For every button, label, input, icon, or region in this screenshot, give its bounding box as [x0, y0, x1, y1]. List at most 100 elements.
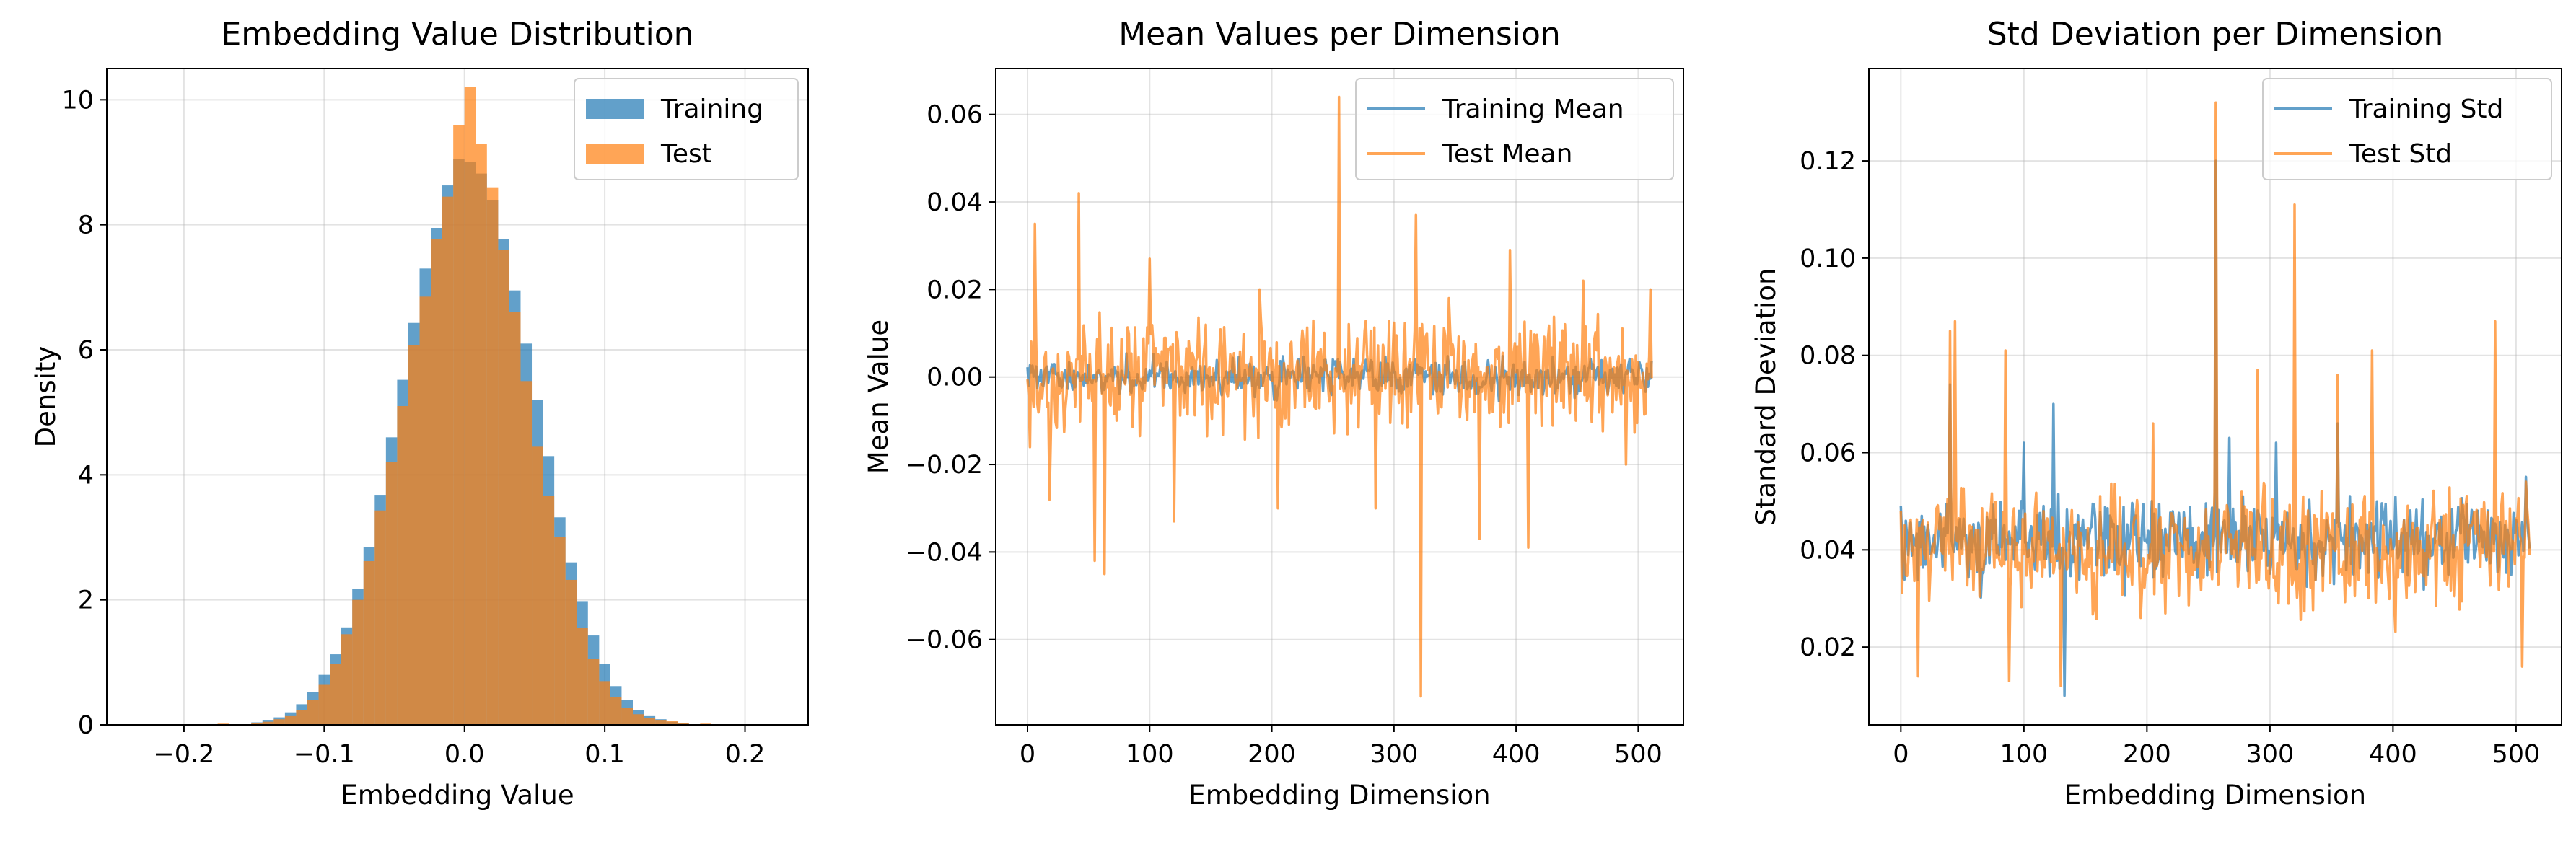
y-axis-label: Standard Deviation: [1751, 268, 1782, 525]
histogram-bar-test: [655, 720, 667, 725]
chart-panel-mean: 0 100 200 300 400 500 −0.06 −0.04 −0.02 0.00 0.02 0…: [863, 16, 1684, 811]
legend-label-training: Training: [660, 94, 763, 124]
histogram-bar-test: [385, 462, 398, 725]
legend-label-training-mean: Training Mean: [1442, 94, 1624, 124]
x-tick-label: 200: [1248, 740, 1296, 769]
legend-swatch-training: [586, 99, 644, 119]
histogram-bar-test: [577, 628, 588, 725]
histogram-bar-test: [587, 659, 600, 725]
y-tick-label: 0.08: [1800, 342, 1856, 371]
y-tick-label: 8: [78, 211, 94, 240]
chart-panel-std: 0 100 200 300 400 500 0.02 0.04 0.06 0.08 0.10 0.12…: [1751, 16, 2562, 811]
histogram-bar-test: [397, 406, 408, 725]
histogram-bar-test: [464, 87, 476, 725]
histogram-bar-test: [330, 664, 341, 725]
x-tick-label: 0.0: [444, 740, 485, 769]
histogram-bar-test: [621, 708, 633, 725]
histogram-bar-test: [599, 681, 610, 725]
y-tick-label: −0.06: [906, 626, 983, 655]
histogram-bar-test: [307, 700, 319, 725]
x-axis-label: Embedding Dimension: [1188, 780, 1490, 811]
legend-swatch-test: [586, 144, 644, 164]
x-tick-label: 400: [2369, 740, 2417, 769]
histogram-bar-test: [251, 723, 263, 725]
x-axis-label: Embedding Value: [341, 780, 574, 811]
legend-box: [2262, 78, 2552, 180]
y-tick-label: 0.04: [1800, 536, 1856, 565]
histogram-bar-test: [486, 187, 499, 726]
histogram-bar-test: [318, 684, 330, 725]
chart-panel-distribution: −0.2 −0.1 0.0 0.1 0.2 0 2 4 6 8 10 Embedding Value…: [30, 16, 809, 811]
x-tick-label: 500: [1614, 740, 1662, 769]
y-tick-label: 0.10: [1800, 245, 1856, 273]
histogram-bar-test: [341, 634, 353, 725]
axes-frame: [106, 68, 809, 726]
chart-title: Std Deviation per Dimension: [1987, 16, 2444, 53]
histogram-bar-test: [284, 715, 297, 725]
y-axis-label: Mean Value: [863, 320, 894, 474]
histogram-bar-test: [419, 296, 431, 725]
histogram-bar-test: [363, 560, 375, 725]
legend-label-training-std: Training Std: [2349, 94, 2503, 124]
histogram-bar-test: [666, 721, 678, 725]
y-tick-label: 0.06: [926, 101, 983, 130]
y-tick-label: 0.02: [1800, 633, 1856, 662]
histogram-bar-test: [273, 719, 285, 725]
x-tick-label: 300: [2246, 740, 2294, 769]
y-tick-label: 0.02: [926, 276, 983, 304]
y-tick-label: 10: [61, 86, 94, 115]
histogram-bar-test: [498, 250, 509, 725]
y-tick-label: 6: [78, 336, 94, 365]
legend-box: [1355, 78, 1674, 180]
y-tick-label: −0.02: [906, 451, 983, 480]
axes-frame: [1868, 68, 2562, 726]
histogram-bar-test: [442, 196, 454, 726]
y-tick-label: 4: [78, 461, 94, 490]
y-tick-label: 2: [78, 586, 94, 615]
histogram-bar-test: [431, 239, 442, 726]
x-tick-label: 0.1: [584, 740, 625, 769]
legend: Training Test: [574, 78, 799, 180]
histogram-bar-test: [296, 710, 307, 725]
histogram-bar-test: [408, 345, 420, 726]
x-tick-label: 100: [1126, 740, 1174, 769]
y-tick-label: 0.06: [1800, 439, 1856, 468]
y-tick-label: −0.04: [906, 538, 983, 567]
y-axis-label: Density: [30, 346, 61, 448]
x-tick-label: 100: [1999, 740, 2048, 769]
histogram-bar-test: [610, 697, 622, 725]
histogram-bar-test: [520, 381, 533, 725]
series-line-test-std: [1899, 101, 2531, 687]
legend-label-test-std: Test Std: [2349, 139, 2452, 169]
x-tick-label: 200: [2123, 740, 2171, 769]
y-tick-label: 0: [78, 711, 94, 740]
legend: Training Mean Test Mean: [1355, 78, 1674, 180]
histogram-bar-test: [554, 537, 566, 725]
histogram-bar-test: [633, 714, 644, 725]
histogram-bar-test: [678, 723, 689, 725]
histogram-bar-test: [509, 312, 521, 725]
x-tick-label: 0: [1893, 740, 1909, 769]
y-tick-label: 0.00: [926, 364, 983, 392]
histogram-bar-test: [543, 496, 555, 725]
histogram-bar-test: [352, 599, 364, 725]
histogram-bar-test: [565, 579, 577, 725]
histogram-bar-test: [532, 446, 543, 725]
series-line-test-mean: [1026, 95, 1653, 698]
y-tick-label: 0.12: [1800, 147, 1856, 176]
x-tick-label: 400: [1492, 740, 1541, 769]
chart-title: Mean Values per Dimension: [1118, 16, 1561, 53]
histogram-bar-test: [644, 718, 656, 725]
x-tick-label: 500: [2492, 740, 2541, 769]
histogram-bar-test: [476, 144, 487, 725]
legend-label-test: Test: [660, 139, 712, 169]
legend-label-test-mean: Test Mean: [1442, 139, 1572, 169]
chart-title: Embedding Value Distribution: [221, 16, 693, 53]
histogram-bar-test: [262, 721, 274, 725]
x-tick-label: 300: [1370, 740, 1418, 769]
axes-frame: [995, 68, 1684, 726]
x-tick-label: −0.2: [153, 740, 214, 769]
y-tick-label: 0.04: [926, 188, 983, 217]
x-tick-label: 0.2: [725, 740, 766, 769]
